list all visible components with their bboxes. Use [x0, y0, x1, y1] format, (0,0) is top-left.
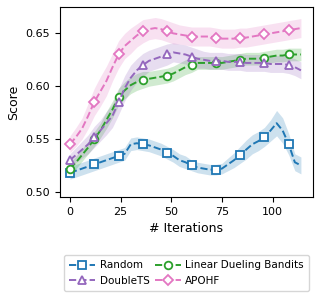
- Legend: Random, DoubleTS, Linear Dueling Bandits, APOHF: Random, DoubleTS, Linear Dueling Bandits…: [64, 255, 309, 291]
- X-axis label: # Iterations: # Iterations: [149, 222, 223, 235]
- Y-axis label: Score: Score: [7, 84, 20, 120]
